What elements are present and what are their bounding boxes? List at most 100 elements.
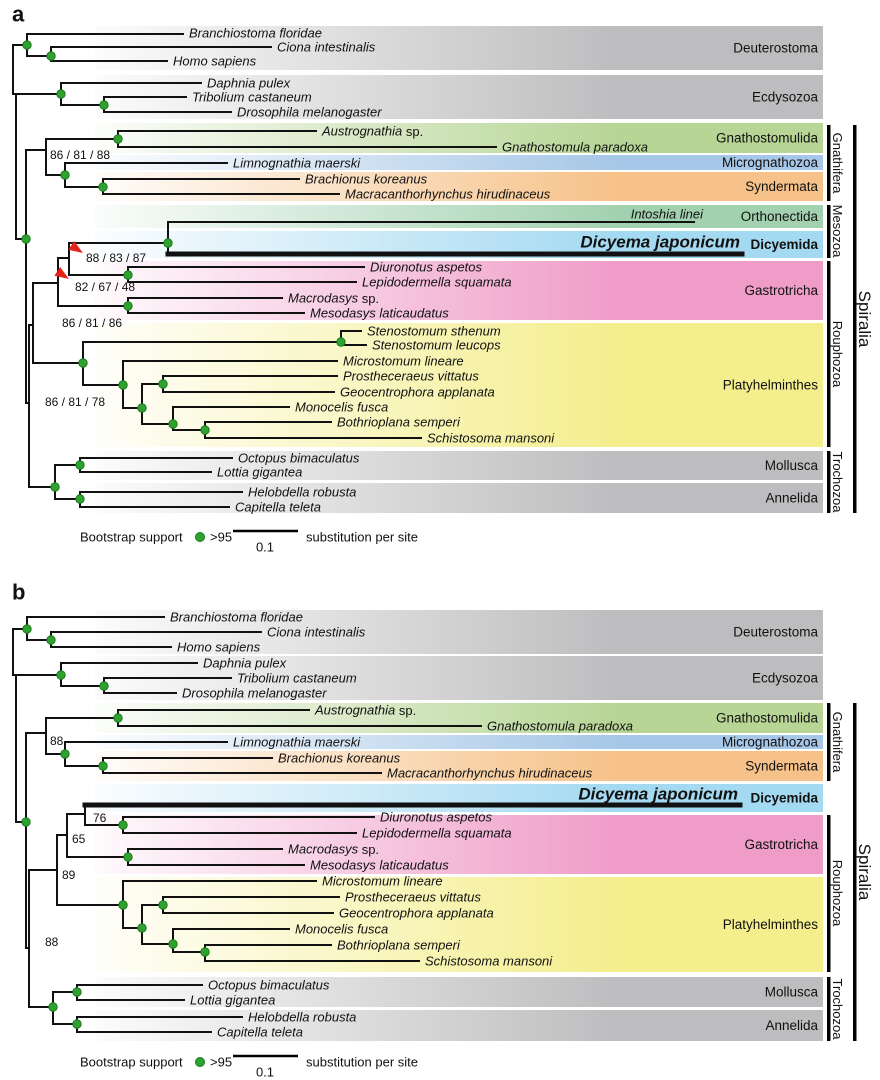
node-support-dot [113, 134, 123, 144]
species-label: Limnognathia maerski [233, 156, 361, 171]
clade-bracket-label: Rouphozoa [830, 860, 845, 927]
species-label: Brachionus koreanus [278, 751, 401, 766]
clade-band-label: Micrognathozoa [722, 155, 819, 170]
clade-band-mollusca [95, 451, 823, 480]
species-label: Daphnia pulex [203, 656, 287, 671]
species-label: Gnathostomula paradoxa [502, 140, 648, 155]
species-label: Monocelis fusca [295, 922, 388, 937]
support-value: 89 [62, 868, 76, 882]
node-support-dot [48, 1002, 58, 1012]
species-label: Limnognathia maerski [233, 735, 361, 750]
node-support-dot [99, 100, 109, 110]
species-label: Gnathostomula paradoxa [487, 719, 633, 734]
clade-band-label: Deuterostoma [733, 41, 818, 56]
support-value: 88 / 83 / 87 [86, 251, 146, 265]
node-support-dot [99, 681, 109, 691]
clade-band-label: Ecdysozoa [752, 671, 819, 686]
clade-band-label: Platyhelminthes [723, 917, 819, 932]
species-label: Intoshia linei [631, 207, 704, 222]
species-label: Microstomum lineare [322, 874, 443, 889]
species-label: Bothrioplana semperi [337, 415, 461, 430]
clade-bracket-bar [827, 977, 831, 1041]
species-label: Homo sapiens [173, 54, 257, 69]
support-value: 65 [72, 832, 86, 846]
support-value: 86 / 81 / 78 [45, 395, 105, 409]
clade-bracket-bar [853, 703, 857, 1041]
species-label-suffix: sp. [395, 703, 416, 718]
node-support-dot [22, 40, 32, 50]
species-label: Macracanthorhynchus hirudinaceus [345, 187, 551, 202]
legend-a: Bootstrap support >95 0.1 substitution per … [80, 530, 418, 555]
clade-bracket-label: Gnathifera [830, 712, 845, 773]
node-support-dot [56, 670, 66, 680]
clade-bracket-label: Mesozoa [830, 205, 845, 259]
species-label: Capitella teleta [217, 1025, 303, 1040]
species-label: Austrognathia sp. [314, 703, 416, 718]
clade-band-label: Platyhelminthes [723, 378, 819, 393]
species-label: Tribolium castaneum [192, 90, 312, 105]
species-label: Brachionus koreanus [305, 172, 428, 187]
node-support-dot [123, 270, 133, 280]
node-support-dot [168, 419, 178, 429]
clade-band-label: Ecdysozoa [752, 90, 819, 105]
tree-panel-b: b Deuterostoma Ecdysozoa Gnathostomulida Mic… [12, 580, 874, 1080]
species-label: Lepidodermella squamata [362, 826, 512, 841]
clade-bracket-bar [853, 125, 857, 513]
species-label-suffix: sp. [402, 124, 423, 139]
species-label-suffix: sp. [358, 842, 379, 857]
node-support-dot [56, 89, 66, 99]
species-label: Tribolium castaneum [237, 671, 357, 686]
species-label: Drosophila melanogaster [182, 686, 327, 701]
species-label: Homo sapiens [177, 640, 261, 655]
legend-threshold-label: >95 [210, 530, 232, 545]
scale-unit-label: substitution per site [306, 530, 418, 545]
species-label: Microstomum lineare [343, 354, 464, 369]
support-value: 88 [50, 734, 64, 748]
clade-band-gnathostomulida [95, 703, 823, 733]
clade-band-platyhelminthes [95, 877, 823, 972]
clade-bracket-label: Gnathifera [830, 133, 845, 194]
clade-band-label: Mollusca [765, 458, 819, 473]
clade-band-label: Deuterostoma [733, 625, 818, 640]
species-label: Lepidodermella squamata [362, 275, 512, 290]
node-support-dot [137, 923, 147, 933]
node-support-dot [72, 987, 82, 997]
support-value: 88 [45, 935, 59, 949]
support-value: 86 / 81 / 88 [50, 148, 110, 162]
node-support-dot [46, 51, 56, 61]
species-label: Lottia gigantea [217, 465, 302, 480]
clade-bracket-bar [827, 125, 831, 201]
node-support-dot [158, 900, 168, 910]
panel-letter-a: a [12, 2, 25, 27]
node-support-dot [118, 380, 128, 390]
clade-bracket-bar [827, 451, 831, 513]
node-support-dot [75, 494, 85, 504]
highlight-arrow-icon [54, 267, 69, 279]
support-value: 76 [93, 811, 107, 825]
node-support-dot [78, 358, 88, 368]
species-label: Ciona intestinalis [267, 625, 366, 640]
species-label: Dicyema japonicum [580, 233, 740, 252]
clade-band-gastrotricha [95, 261, 823, 320]
species-label: Branchiostoma floridae [170, 610, 303, 625]
species-label: Diuronotus aspetos [370, 260, 483, 275]
clade-bracket-bar [827, 205, 831, 258]
node-support-dot [60, 749, 70, 759]
support-value: 82 / 67 / 48 [75, 280, 135, 294]
clade-band-label: Gnathostomulida [716, 711, 819, 726]
node-support-dot [21, 234, 31, 244]
node-support-dot [75, 460, 85, 470]
clade-band-label: Syndermata [745, 759, 818, 774]
species-label: Macrodasys sp. [288, 291, 379, 306]
clade-band-label: Annelida [765, 491, 818, 506]
species-label: Macrodasys sp. [288, 842, 379, 857]
species-label: Prostheceraeus vittatus [343, 369, 479, 384]
scale-value: 0.1 [256, 1065, 274, 1080]
species-label: Geocentrophora applanata [340, 385, 495, 400]
node-support-dot [158, 379, 168, 389]
clade-band-label: Gastrotricha [744, 837, 818, 852]
clade-band-gnathostomulida [95, 123, 823, 153]
clade-band-syndermata [95, 751, 823, 781]
